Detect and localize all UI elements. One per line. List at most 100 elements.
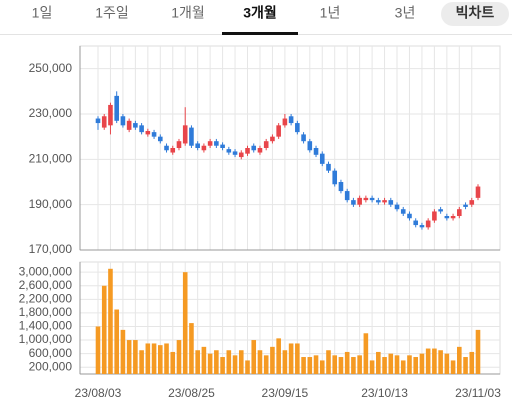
volume-bar bbox=[101, 285, 107, 374]
candle-body bbox=[301, 134, 306, 142]
volume-bar bbox=[363, 333, 369, 374]
volume-bar bbox=[382, 357, 387, 374]
candle-body bbox=[126, 120, 132, 130]
candle-body bbox=[438, 209, 443, 212]
volume-bar bbox=[444, 353, 450, 374]
y-tick-label: 2,200,000 bbox=[19, 292, 73, 306]
period-tab[interactable]: 3개월 bbox=[243, 5, 277, 21]
y-tick-label: 1,000,000 bbox=[19, 332, 73, 346]
candle-body bbox=[108, 104, 113, 126]
volume-bar bbox=[413, 357, 419, 374]
candle-body bbox=[245, 148, 250, 154]
volume-bar bbox=[139, 350, 144, 374]
volume-bar bbox=[400, 360, 406, 374]
period-tab[interactable]: 3년 bbox=[395, 5, 416, 21]
volume-bar bbox=[357, 355, 362, 374]
candle-body bbox=[432, 211, 437, 221]
candle-body bbox=[344, 191, 350, 201]
candle-body bbox=[276, 125, 281, 137]
y-tick-label: 210,000 bbox=[29, 152, 73, 166]
period-tab[interactable]: 1일 bbox=[32, 5, 53, 21]
candle-body bbox=[220, 144, 225, 148]
volume-bar bbox=[114, 309, 119, 374]
y-tick-label: 200,000 bbox=[29, 359, 73, 373]
candle-body bbox=[295, 123, 300, 133]
volume-bar bbox=[313, 355, 319, 374]
volume-bar bbox=[207, 353, 213, 374]
candle-body bbox=[369, 197, 375, 201]
candle-body bbox=[338, 182, 344, 192]
candle-body bbox=[388, 200, 394, 205]
volume-bar bbox=[407, 355, 412, 374]
volume-bar bbox=[170, 351, 176, 374]
volume-bar bbox=[108, 268, 113, 374]
candle-body bbox=[176, 141, 182, 148]
candle-body bbox=[425, 220, 431, 228]
volume-bar bbox=[463, 357, 468, 374]
volume-bar bbox=[164, 343, 169, 374]
volume-bar bbox=[201, 346, 207, 374]
candle-body bbox=[444, 216, 450, 219]
volume-bar bbox=[270, 346, 275, 374]
candle-body bbox=[450, 216, 456, 219]
volume-bar bbox=[126, 340, 132, 374]
volume-bar bbox=[195, 350, 200, 374]
volume-bar bbox=[326, 350, 331, 374]
volume-bar bbox=[189, 323, 194, 374]
volume-bar bbox=[133, 340, 138, 374]
candle-body bbox=[151, 132, 157, 137]
volume-bar bbox=[226, 350, 232, 374]
volume-bar bbox=[394, 355, 400, 374]
candle-body bbox=[232, 151, 238, 155]
period-tab[interactable]: 1개월 bbox=[171, 5, 205, 21]
candle-body bbox=[475, 186, 481, 198]
volume-bar bbox=[288, 343, 294, 374]
y-tick-label: 250,000 bbox=[29, 61, 73, 75]
big-chart-button[interactable] bbox=[441, 2, 509, 26]
volume-bar bbox=[176, 340, 182, 374]
candle-body bbox=[226, 149, 232, 153]
volume-bar bbox=[232, 355, 238, 374]
candle-body bbox=[214, 141, 219, 146]
period-tab[interactable]: 1년 bbox=[320, 5, 341, 21]
period-tab[interactable]: 1주일 bbox=[95, 5, 129, 21]
candle-body bbox=[157, 136, 163, 142]
plot-area bbox=[79, 45, 501, 251]
volume-bar bbox=[450, 360, 456, 374]
candle-body bbox=[195, 143, 200, 148]
candle-body bbox=[363, 197, 369, 201]
volume-bar bbox=[238, 350, 244, 374]
volume-bar bbox=[338, 357, 344, 374]
volume-bar bbox=[251, 340, 257, 374]
volume-bar bbox=[319, 360, 325, 374]
candle-body bbox=[270, 136, 275, 142]
candle-body bbox=[170, 148, 176, 153]
volume-bar bbox=[438, 350, 443, 374]
candle-body bbox=[357, 197, 362, 205]
volume-bar bbox=[120, 329, 126, 374]
volume-bar bbox=[376, 351, 381, 374]
candle-body bbox=[101, 116, 107, 128]
candle-body bbox=[201, 145, 207, 151]
candle-body bbox=[263, 141, 269, 148]
volume-bar bbox=[282, 350, 288, 374]
volume-bar bbox=[388, 353, 394, 374]
candle-body bbox=[413, 220, 419, 226]
volume-bar bbox=[432, 348, 437, 374]
big-chart-label[interactable]: 빅차트 bbox=[456, 5, 495, 21]
volume-bar bbox=[457, 346, 462, 374]
volume-bar bbox=[245, 360, 250, 374]
y-tick-label: 230,000 bbox=[29, 106, 73, 120]
x-tick-label: 23/10/13 bbox=[361, 386, 408, 400]
volume-bar bbox=[307, 357, 313, 374]
volume-bar bbox=[95, 326, 101, 374]
y-tick-label: 1,400,000 bbox=[19, 319, 73, 333]
volume-bar bbox=[475, 329, 481, 374]
volume-bar bbox=[145, 343, 151, 374]
volume-bar bbox=[301, 357, 306, 374]
volume-bar bbox=[332, 355, 338, 374]
candle-body bbox=[139, 125, 144, 133]
candle-body bbox=[282, 118, 288, 126]
candle-body bbox=[164, 145, 169, 151]
